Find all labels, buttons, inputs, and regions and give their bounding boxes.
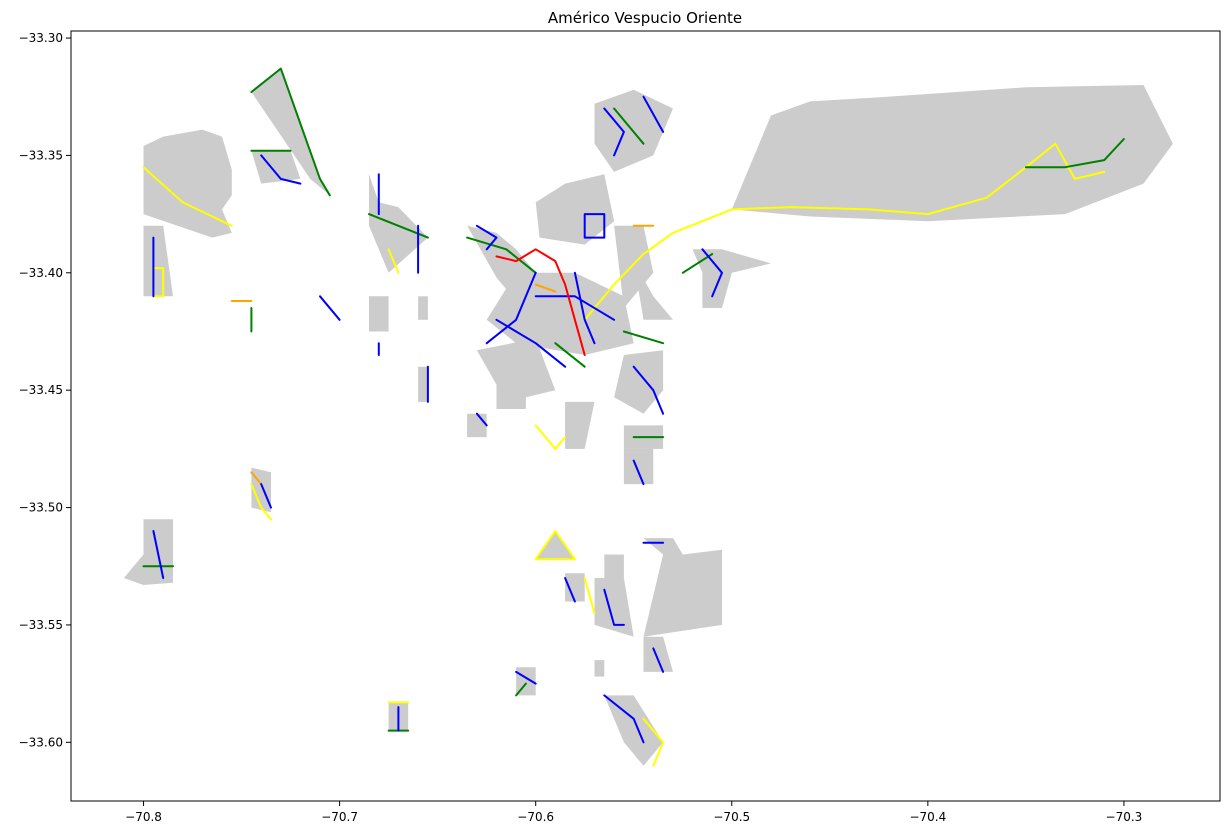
y-tick-label: −33.50	[19, 501, 63, 515]
x-tick-label: −70.5	[713, 810, 750, 824]
y-tick-label: −33.35	[19, 148, 63, 162]
x-tick-label: −70.8	[125, 810, 162, 824]
x-tick-label: −70.7	[321, 810, 358, 824]
zone-polygon	[123, 519, 173, 585]
road-segment-blue	[632, 365, 665, 415]
zone-polygon	[692, 249, 771, 308]
zone-polygon	[143, 129, 232, 238]
road-segment-blue	[632, 459, 645, 486]
road-segment-blue	[152, 530, 165, 579]
zone-polygon	[535, 174, 615, 245]
zone-polygon	[643, 636, 673, 672]
zone-polygon	[369, 174, 428, 273]
map-title: Américo Vespucio Oriente	[548, 9, 742, 27]
x-axis: −70.8 −70.7 −70.6 −70.5 −70.4 −70.3	[125, 801, 1142, 824]
road-segment-green	[250, 67, 331, 197]
zone-polygon	[418, 366, 428, 402]
plot-frame	[70, 30, 1221, 802]
zone-polygon	[369, 296, 389, 332]
road-segment-green	[622, 330, 665, 345]
road-segment-blue	[564, 577, 576, 603]
road-segment-green	[466, 236, 537, 274]
road-segment-yellow	[583, 577, 596, 615]
zone-polygon	[486, 272, 634, 355]
road-segment-blue	[260, 154, 302, 185]
x-tick-label: −70.4	[909, 810, 946, 824]
zone-polygon	[143, 225, 173, 297]
zone-polygons	[123, 68, 1173, 766]
zone-polygon	[594, 660, 605, 677]
zone-polygon	[604, 695, 664, 766]
zone-polygon	[643, 538, 722, 637]
road-segment-yellow	[583, 208, 733, 321]
road-segment-blue	[652, 647, 665, 673]
road-segment-blue	[642, 95, 665, 133]
zone-polygon	[496, 378, 526, 409]
zone-polygon	[565, 401, 595, 449]
road-segment-yellow	[142, 166, 233, 227]
y-axis: −33.30 −33.35 −33.40 −33.45 −33.50 −33.55 −33.…	[19, 31, 71, 749]
y-tick-label: −33.40	[19, 266, 63, 280]
road-segment-blue	[603, 588, 625, 626]
road-lines	[142, 67, 1125, 767]
zone-polygon	[623, 448, 654, 485]
road-segment-blue	[534, 295, 616, 321]
road-segment-yellow	[250, 483, 272, 521]
road-segment-yellow	[534, 424, 567, 450]
road-segment-blue	[495, 318, 567, 368]
road-segment-green	[515, 682, 527, 697]
zone-polygon	[594, 578, 634, 637]
y-tick-label: −33.45	[19, 383, 63, 397]
road-segment-blue	[515, 670, 537, 685]
road-segment-yellow	[387, 248, 400, 274]
zone-polygon	[731, 85, 1173, 222]
road-segment-green	[681, 253, 714, 274]
zone-polygon	[614, 225, 654, 308]
zone-polygon	[604, 554, 624, 578]
road-segment-blue	[603, 694, 645, 744]
zone-polygon	[418, 296, 428, 320]
zone-polygon	[251, 150, 301, 184]
zone-polygon	[251, 68, 330, 196]
road-segment-orange	[250, 471, 263, 486]
road-segment-yellow	[534, 530, 576, 561]
zone-polygon	[633, 261, 673, 320]
road-segment-blue	[583, 213, 606, 239]
zone-polygon	[467, 413, 487, 438]
road-segment-blue	[485, 271, 537, 345]
road-segment-yellow	[642, 717, 665, 767]
zone-polygon	[476, 338, 556, 402]
y-tick-label: −33.60	[19, 735, 63, 749]
road-segment-blue	[475, 224, 498, 251]
road-segment-blue	[603, 107, 625, 157]
zone-polygon	[535, 531, 575, 560]
y-tick-label: −33.30	[19, 31, 63, 45]
road-segment-green	[613, 107, 645, 145]
road-segment-orange	[534, 283, 557, 293]
y-tick-label: −33.55	[19, 618, 63, 632]
road-segment-blue	[260, 483, 272, 509]
x-tick-label: −70.3	[1106, 810, 1143, 824]
road-segment-blue	[475, 412, 488, 427]
road-segment-blue	[701, 248, 723, 298]
zone-polygon	[614, 350, 664, 414]
x-tick-label: −70.6	[517, 810, 554, 824]
road-segment-blue	[319, 295, 341, 321]
zone-polygon	[565, 573, 585, 602]
road-segment-green	[554, 342, 586, 368]
road-segment-green	[1024, 138, 1125, 169]
road-segment-blue	[573, 271, 596, 345]
road-segment-red	[495, 248, 586, 356]
